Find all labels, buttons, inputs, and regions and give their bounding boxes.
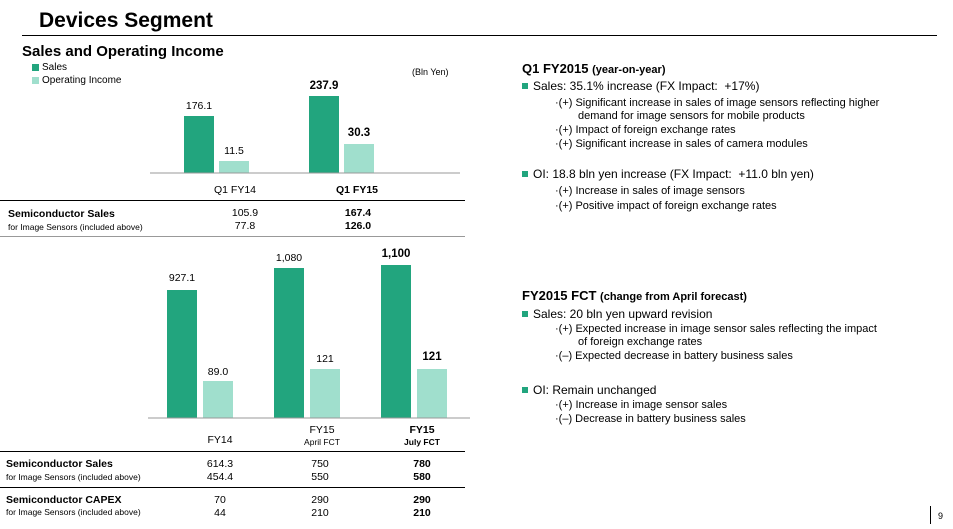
q1-bullet-sales: Sales: 35.1% increase (FX Impact: +17%): [522, 79, 759, 93]
category-sublabel: April FCT: [304, 437, 340, 447]
page-number: 9: [938, 511, 944, 521]
unit-label: (Bln Yen): [412, 67, 449, 77]
fct-heading-main: FY2015 FCT: [522, 288, 597, 303]
bar-label-oi-fy14: 89.0: [207, 366, 229, 378]
bullet-square-icon: [522, 83, 528, 89]
bullet-square-icon: [522, 171, 528, 177]
row-label: Semiconductor Sales: [6, 458, 113, 470]
table-cell: 550: [311, 471, 329, 483]
bar-label-oi-fy15-april: 121: [316, 353, 334, 365]
table-rule: [0, 487, 465, 488]
category-label: FY15: [409, 424, 435, 436]
sub-point: ·(+) Increase in image sensor sales: [555, 399, 728, 411]
q1-heading-main: Q1 FY2015: [522, 61, 589, 76]
category-label: Q1 FY15: [335, 184, 379, 196]
legend-item-sales: Sales: [32, 62, 67, 73]
table-cell: 77.8: [234, 220, 256, 232]
table-cell: 210: [311, 507, 329, 519]
table-cell: 210: [413, 507, 431, 519]
row-sublabel: for Image Sensors (included above): [8, 222, 143, 232]
bar-oi-q1fy14: [219, 161, 249, 173]
row-label: Semiconductor CAPEX: [6, 494, 122, 506]
table-cell: 780: [413, 458, 431, 470]
bar-label-sales-q1fy14: 176.1: [185, 100, 213, 112]
page-title: Devices Segment: [39, 9, 213, 32]
bar-oi-fy15-april: [310, 369, 340, 418]
sub-point: ·(+) Positive impact of foreign exchange…: [555, 200, 777, 212]
bar-oi-fy15-july: [417, 369, 447, 418]
bar-sales-fy14: [167, 290, 197, 418]
bar-label-sales-fy14: 927.1: [168, 272, 196, 284]
bar-label-sales-fy15-april: 1,080: [275, 252, 303, 264]
table-rule: [0, 200, 465, 201]
table-cell: 750: [311, 458, 329, 470]
title-rule: [22, 35, 937, 36]
bar-sales-fy15-april: [274, 268, 304, 418]
table-cell: 614.3: [206, 458, 234, 470]
table-cell: 44: [214, 507, 226, 519]
legend-item-operating-income: Operating Income: [32, 75, 122, 86]
bar-label-oi-q1fy15: 30.3: [347, 127, 371, 139]
sub-point: ·(+) Significant increase in sales of ca…: [555, 138, 808, 150]
table-cell: 454.4: [206, 471, 234, 483]
bullet-text: Sales: 35.1% increase (FX Impact: +17%): [533, 79, 760, 93]
sub-point: ·(–) Decrease in battery business sales: [555, 413, 746, 425]
category-label: Q1 FY14: [213, 184, 257, 196]
legend-label: Operating Income: [42, 75, 122, 86]
table-cell: 126.0: [344, 220, 372, 232]
legend-label: Sales: [42, 62, 68, 73]
table-cell: 580: [413, 471, 431, 483]
fct-bullet-oi: OI: Remain unchanged: [522, 383, 656, 397]
q1-heading-sub: (year-on-year): [592, 64, 666, 76]
bullet-square-icon: [522, 387, 528, 393]
table-cell: 70: [214, 494, 226, 506]
legend-swatch-sales: [32, 64, 39, 71]
category-label: FY15: [309, 424, 335, 436]
legend-swatch-oi: [32, 77, 39, 84]
bullet-text: OI: Remain unchanged: [533, 383, 657, 397]
sub-point: of foreign exchange rates: [578, 336, 703, 348]
sub-point: ·(+) Increase in sales of image sensors: [555, 185, 745, 197]
bullet-square-icon: [522, 311, 528, 317]
q1-heading: Q1 FY2015 (year-on-year): [522, 61, 665, 76]
category-label: FY14: [207, 434, 233, 446]
sub-point: demand for image sensors for mobile prod…: [578, 110, 805, 122]
table-cell: 290: [413, 494, 431, 506]
bullet-text: Sales: 20 bln yen upward revision: [533, 307, 713, 321]
row-sublabel: for Image Sensors (included above): [6, 472, 141, 482]
sub-point: ·(–) Expected decrease in battery busine…: [555, 350, 793, 362]
sub-point: ·(+) Significant increase in sales of im…: [555, 97, 880, 109]
row-label: Semiconductor Sales: [8, 208, 115, 220]
bar-sales-q1fy14: [184, 116, 214, 173]
bar-label-sales-fy15-july: 1,100: [381, 248, 411, 260]
section-subtitle: Sales and Operating Income: [22, 43, 224, 60]
sub-point: ·(+) Impact of foreign exchange rates: [555, 124, 736, 136]
bar-oi-fy14: [203, 381, 233, 418]
bar-sales-q1fy15: [309, 96, 339, 173]
bar-oi-q1fy15: [344, 144, 374, 173]
bar-sales-fy15-july: [381, 265, 411, 418]
table-cell: 167.4: [344, 207, 372, 219]
row-sublabel: for Image Sensors (included above): [6, 507, 141, 517]
sub-point: ·(+) Expected increase in image sensor s…: [555, 323, 877, 335]
bar-label-sales-q1fy15: 237.9: [309, 80, 339, 92]
q1-bullet-oi: OI: 18.8 bln yen increase (FX Impact: +1…: [522, 167, 814, 181]
fct-bullet-sales: Sales: 20 bln yen upward revision: [522, 307, 712, 321]
bar-label-oi-q1fy14: 11.5: [224, 145, 244, 157]
fct-heading: FY2015 FCT (change from April forecast): [522, 288, 747, 303]
category-sublabel: July FCT: [404, 437, 440, 447]
table-rule: [0, 236, 465, 237]
bar-label-oi-fy15-july: 121: [422, 351, 442, 363]
table-cell: 290: [311, 494, 329, 506]
page-number-divider: [930, 506, 931, 524]
bullet-text: OI: 18.8 bln yen increase (FX Impact: +1…: [533, 167, 814, 181]
table-cell: 105.9: [231, 207, 259, 219]
fct-heading-sub: (change from April forecast): [600, 291, 747, 303]
table-rule: [0, 451, 465, 452]
